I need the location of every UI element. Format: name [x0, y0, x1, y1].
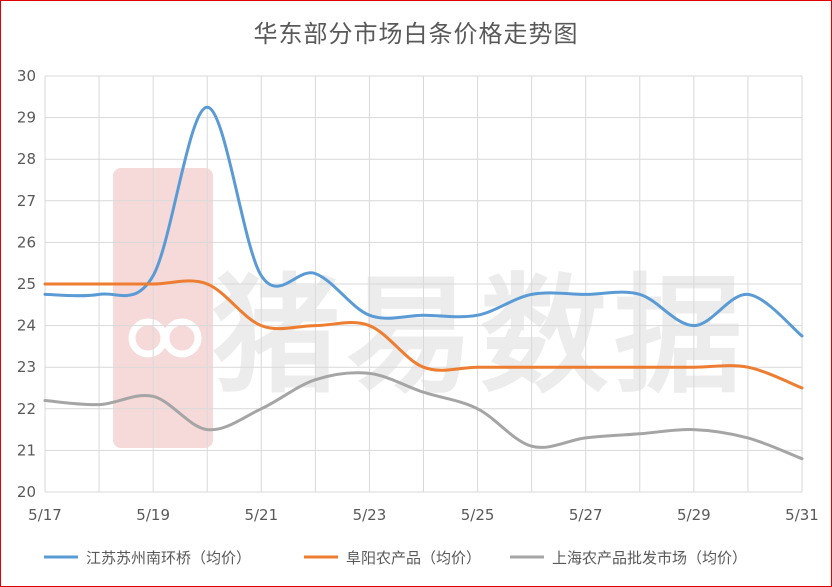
watermark-logo [113, 168, 213, 448]
chart-title: 华东部分市场白条价格走势图 [253, 20, 579, 48]
y-tick-label: 30 [17, 67, 36, 85]
watermark-text: 猪易数据 [212, 262, 748, 411]
y-tick-label: 26 [17, 233, 36, 251]
x-tick-label: 5/23 [353, 506, 387, 524]
x-tick-label: 5/19 [136, 506, 170, 524]
y-tick-label: 20 [17, 483, 36, 501]
legend-label-1: 江苏苏州南环桥（均价） [86, 549, 251, 567]
watermark: 猪易数据 [113, 168, 748, 448]
y-tick-label: 27 [17, 192, 36, 210]
legend: 江苏苏州南环桥（均价） 阜阳农产品（均价） 上海农产品批发市场（均价） [44, 549, 747, 567]
y-tick-label: 22 [17, 400, 36, 418]
y-tick-label: 28 [17, 150, 36, 168]
x-tick-label: 5/27 [569, 506, 603, 524]
x-tick-label: 5/25 [461, 506, 495, 524]
legend-label-2: 阜阳农产品（均价） [346, 549, 481, 567]
watermark-logo-ring [162, 318, 202, 358]
series-lines [43, 105, 804, 461]
legend-label-3: 上海农产品批发市场（均价） [552, 549, 747, 567]
series-line-1 [43, 105, 804, 338]
x-tick-label: 5/17 [28, 506, 62, 524]
y-tick-label: 25 [17, 275, 36, 293]
series-line-2 [43, 279, 804, 390]
x-tick-label: 5/21 [244, 506, 278, 524]
x-tick-label: 5/31 [785, 506, 819, 524]
axes: 20 21 22 23 24 25 26 27 28 29 30 5/17 5/19 5/21 5/23 5/… [17, 67, 819, 524]
y-tick-label: 29 [17, 109, 36, 127]
x-tick-label: 5/29 [677, 506, 711, 524]
series-line-3 [43, 371, 804, 461]
y-tick-label: 21 [17, 441, 36, 459]
y-tick-label: 23 [17, 358, 36, 376]
y-tick-label: 24 [17, 317, 36, 335]
